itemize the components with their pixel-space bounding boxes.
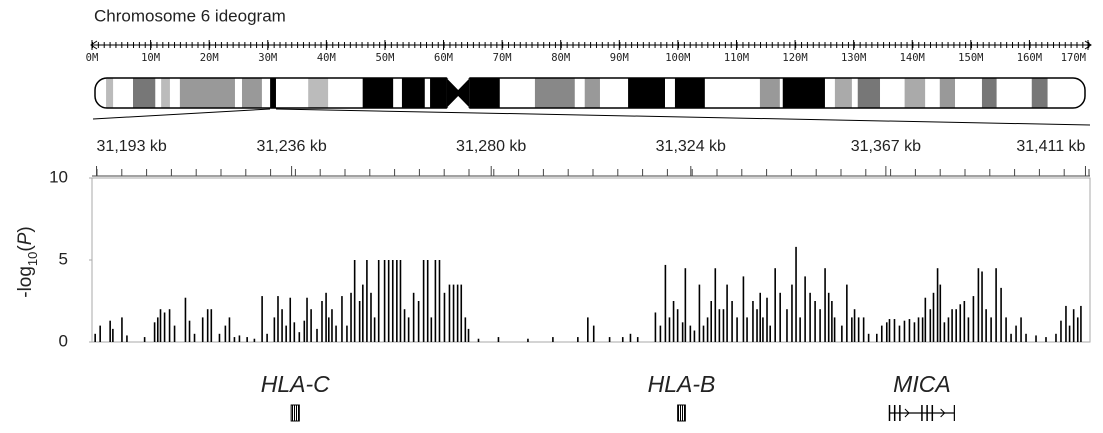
zoom-line [275,108,1091,126]
y-tick-label: 0 [59,331,68,350]
band [1031,78,1048,108]
ruler-tick-label: 50M [375,52,394,64]
y-axis-title-part: P [15,232,36,245]
band [362,78,394,108]
kb-tick-label: 31,193 kb [97,138,167,155]
y-axis-title-part: 10 [25,252,40,266]
kb-tick-label: 31,280 kb [456,138,526,155]
gene-model [290,404,300,422]
band [939,78,956,108]
ruler-tick-label: 90M [610,52,629,64]
y-axis-title-part: -log [15,266,36,298]
ruler-tick-label: 10M [141,52,160,64]
ruler-tick-label: 110M [724,52,749,64]
band [161,78,170,108]
kb-tick-label: 31,236 kb [256,138,326,155]
band [179,78,235,108]
gene-label: HLA-B [648,371,716,397]
ruler-tick-label: 140M [900,52,925,64]
kb-tick-label: 31,324 kb [656,138,726,155]
band [469,78,500,108]
ruler-tick-label: 70M [493,52,512,64]
band [904,78,926,108]
gene-label: MICA [893,371,951,397]
ruler-tick-label: 150M [958,52,983,64]
band [401,78,425,108]
band [270,78,276,108]
kb-tick-label: 31,367 kb [851,138,921,155]
strand-arrow [904,408,910,418]
band [534,78,575,108]
ruler-tick-label: 30M [258,52,277,64]
band [133,78,156,108]
ruler-tick-label: 100M [665,52,690,64]
gene-model [677,404,686,422]
band-group [106,78,1048,108]
ruler-tick-label: 160M [1017,52,1042,64]
ruler-tick-label: 20M [200,52,219,64]
ruler-arrow [90,40,98,50]
band [759,78,780,108]
ruler-tick-label: 80M [551,52,570,64]
y-axis-title: -log10(P) [15,226,40,298]
ruler-arrow [1084,40,1092,50]
band [308,78,329,108]
ruler-tick-label: 40M [317,52,336,64]
band [981,78,997,108]
strand-arrow [940,408,946,418]
band [241,78,262,108]
ruler-tick-label: 170M [1061,52,1086,64]
chromosome-outline [94,77,1086,109]
ruler-tick-label: 60M [434,52,453,64]
band [834,78,852,108]
gene-label: HLA-C [261,371,330,397]
ruler-tick-label: 0M [86,52,99,64]
y-tick-label: 10 [49,167,68,186]
association-plot: 31,193 kb 31,236 kb 31,280 kb 31,324 kb 31,3… [49,138,1086,422]
ruler-tick-label: 130M [841,52,866,64]
band [674,78,705,108]
ideogram-title: Chromosome 6 ideogram [94,6,286,25]
centromere-notch [446,77,470,89]
y-tick-label: 5 [59,249,68,268]
ruler-minor-ticks [92,42,1090,48]
kb-minor-ticks [92,169,1090,176]
ideogram: 0M 10M 20M 30M 40M 50M 60M 70M 80M 90M 100M 110M 120… [86,40,1089,109]
band [857,78,881,108]
centromere [446,78,470,108]
band [782,78,825,108]
band [628,78,665,108]
band [584,78,600,108]
band [430,78,447,108]
y-axis-title-part: ) [15,226,36,232]
kb-tick-label: 31,411 kb [1016,138,1085,155]
zoom-line [92,108,271,120]
ruler-tick-label: 120M [782,52,807,64]
band [106,78,114,108]
centromere-notch [446,97,470,109]
y-axis-title-part: ( [15,245,36,252]
